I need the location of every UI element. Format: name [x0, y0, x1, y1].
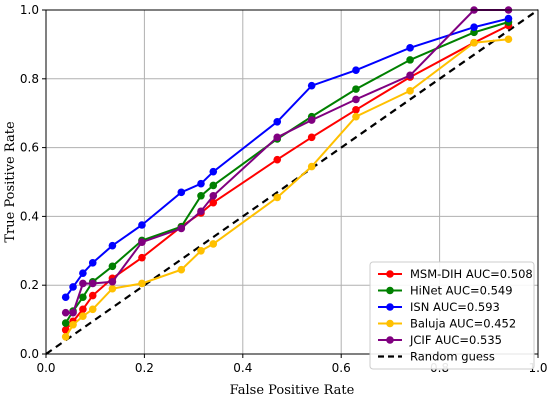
data-point	[470, 38, 478, 47]
data-point	[406, 87, 414, 95]
data-point	[108, 241, 117, 250]
data-point	[69, 320, 77, 329]
legend-label: Random guess	[410, 350, 495, 364]
data-point	[273, 155, 282, 164]
legend-label: Baluja AUC=0.452	[410, 317, 516, 331]
data-point	[79, 312, 87, 320]
data-point	[406, 56, 414, 64]
data-point	[197, 207, 205, 216]
x-tick-label: 0.4	[233, 361, 252, 375]
axis-ticks: 0.00.20.40.60.81.00.00.20.40.60.81.0	[20, 3, 548, 375]
data-point	[352, 66, 360, 74]
data-point	[79, 293, 87, 302]
data-point	[61, 319, 70, 327]
legend-marker	[386, 286, 394, 295]
x-tick-label: 0.2	[135, 361, 154, 375]
data-point	[108, 262, 117, 271]
data-point	[69, 283, 77, 291]
data-point	[209, 191, 218, 200]
data-point	[406, 44, 414, 52]
legend-label: MSM-DIH AUC=0.508	[410, 267, 533, 281]
x-tick-label: 0.6	[332, 361, 351, 375]
series-group	[61, 6, 513, 341]
legend-marker	[386, 336, 394, 344]
legend-marker	[386, 319, 394, 328]
legend-label: JCIF AUC=0.535	[409, 333, 502, 347]
data-point	[209, 198, 218, 207]
y-tick-label: 0.4	[20, 209, 39, 223]
data-point	[138, 279, 146, 288]
series-4	[61, 6, 513, 317]
data-point	[88, 305, 97, 314]
y-tick-label: 0.2	[20, 278, 39, 292]
data-point	[88, 279, 97, 288]
legend-label: ISN AUC=0.593	[410, 300, 500, 314]
y-axis-label: True Positive Rate	[3, 121, 18, 243]
data-point	[504, 14, 513, 23]
data-point	[177, 265, 186, 274]
data-point	[108, 277, 117, 286]
data-point	[273, 118, 282, 126]
series-2	[61, 14, 513, 302]
data-point	[406, 71, 414, 80]
data-point	[352, 112, 360, 121]
plot-frame	[45, 9, 539, 355]
data-point	[79, 279, 87, 288]
data-point	[307, 81, 316, 90]
series-3	[61, 35, 513, 341]
data-point	[307, 133, 316, 142]
data-point	[138, 238, 146, 246]
data-point	[209, 181, 218, 190]
x-axis-label: False Positive Rate	[230, 383, 355, 398]
data-point	[61, 326, 70, 334]
data-point	[209, 167, 218, 176]
y-tick-label: 0.0	[20, 347, 39, 361]
data-point	[69, 308, 77, 317]
data-point	[61, 293, 70, 302]
data-point	[61, 333, 70, 341]
legend-box	[369, 261, 535, 370]
data-point	[352, 105, 360, 114]
data-point	[197, 247, 205, 255]
data-point	[177, 188, 186, 197]
data-point	[108, 284, 117, 293]
data-point	[138, 253, 146, 262]
data-point	[197, 179, 205, 188]
legend: MSM-DIH AUC=0.508 HiNet AUC=0.549 ISN AUC=…	[369, 261, 535, 370]
random-guess-line-path	[45, 9, 539, 355]
x-tick-label: 0.0	[36, 361, 55, 375]
y-tick-label: 0.8	[20, 72, 39, 86]
data-point	[209, 240, 218, 248]
data-point	[504, 35, 513, 44]
data-point	[197, 191, 205, 200]
legend-marker	[386, 270, 394, 278]
data-point	[307, 116, 316, 124]
data-point	[88, 291, 97, 300]
legend-marker	[386, 303, 394, 311]
data-point	[273, 193, 282, 202]
data-point	[352, 85, 360, 93]
random-guess-line	[45, 9, 539, 355]
data-point	[273, 133, 282, 142]
data-point	[79, 269, 87, 277]
data-point	[307, 162, 316, 171]
data-point	[79, 305, 87, 314]
data-point	[138, 221, 146, 229]
y-tick-label: 0.6	[20, 141, 39, 155]
y-tick-label: 1.0	[20, 3, 39, 17]
data-point	[88, 259, 97, 267]
legend-label: HiNet AUC=0.549	[410, 284, 513, 298]
data-point	[61, 308, 70, 317]
data-point	[177, 224, 186, 233]
data-point	[352, 95, 360, 104]
data-point	[470, 23, 478, 32]
